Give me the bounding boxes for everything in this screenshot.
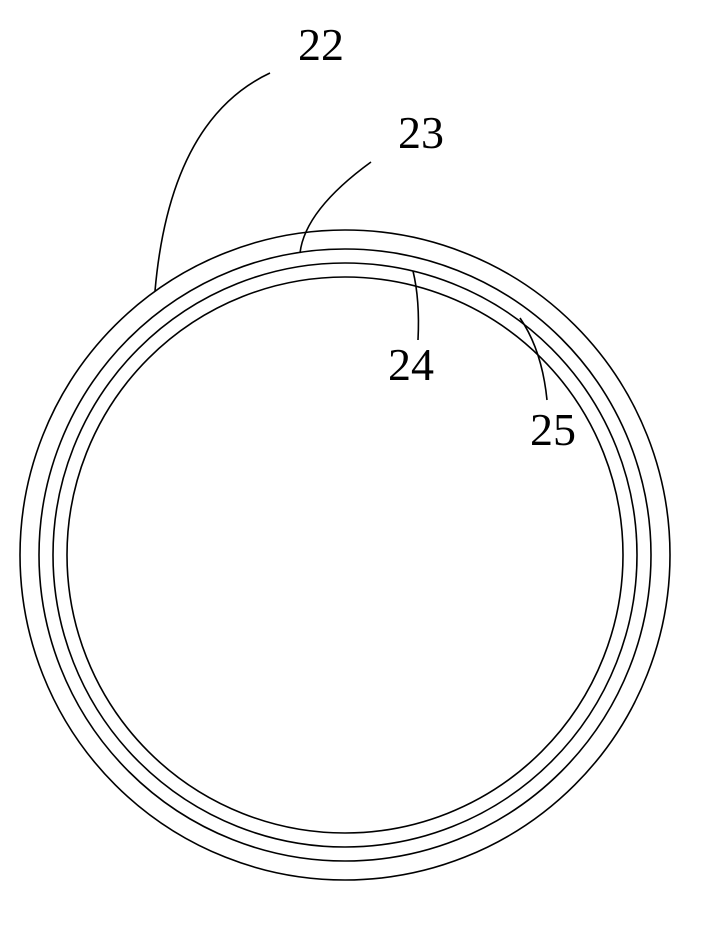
ring-outer: [20, 230, 670, 880]
ring-ring2: [39, 249, 651, 861]
label-23: 23: [398, 107, 444, 158]
leader-24: [413, 271, 418, 340]
ring-ring3: [53, 263, 637, 847]
leaders-group: [155, 73, 547, 400]
diagram-svg: 22 23 24 25: [0, 0, 727, 935]
label-25: 25: [530, 404, 576, 455]
label-22: 22: [298, 19, 344, 70]
labels-group: 22 23 24 25: [298, 19, 576, 455]
rings-group: [20, 230, 670, 880]
label-24: 24: [388, 339, 434, 390]
leader-23: [300, 162, 371, 253]
